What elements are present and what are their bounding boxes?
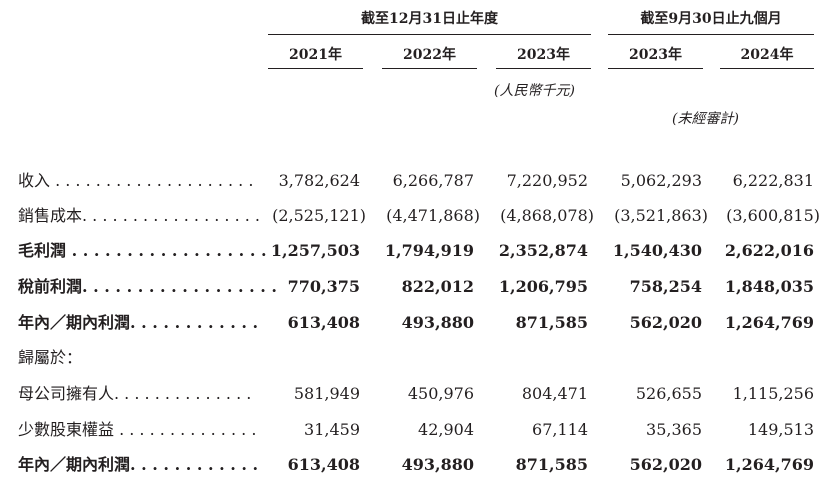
row-label: 銷售成本. . . . . . . . . . . . . . . . . .	[18, 206, 261, 225]
cell-value: 31,459	[304, 420, 360, 439]
cell-value: 1,540,430	[612, 241, 702, 260]
cell-value: 5,062,293	[620, 171, 702, 190]
cell-value: 562,020	[629, 455, 702, 474]
cell-value: 1,794,919	[384, 241, 474, 260]
cell-value: 493,880	[401, 455, 474, 474]
year-header-2023-nine-month: 2023年	[629, 47, 682, 63]
year-header-2022: 2022年	[403, 47, 456, 63]
year-rule-2022	[382, 68, 477, 69]
year-rule-2021	[268, 68, 363, 69]
year-header-2024-nine-month: 2024年	[740, 47, 794, 63]
row-label: 歸屬於：	[18, 348, 83, 367]
cell-value: 1,257,503	[270, 241, 360, 260]
currency-unit-note: (人民幣千元)	[494, 83, 575, 99]
row-revenue: 收入 . . . . . . . . . . . . . . . . . . .…	[0, 166, 830, 196]
cell-value: 871,585	[515, 313, 588, 332]
cell-value: 526,655	[635, 384, 702, 403]
row-label: 年內／期內利潤. . . . . . . . . . . .	[18, 455, 259, 474]
cell-value: (3,600,815)	[726, 206, 820, 225]
header-rule-nine-month	[608, 34, 814, 35]
year-rule-2023-nine-month	[608, 68, 703, 69]
cell-value: 1,264,769	[724, 313, 814, 332]
cell-value: 1,848,035	[724, 277, 814, 296]
year-rule-2024-nine-month	[720, 68, 814, 69]
year-header-2021: 2021年	[289, 47, 342, 63]
cell-value: 581,949	[293, 384, 360, 403]
cell-value: 35,365	[646, 420, 702, 439]
row-label: 母公司擁有人. . . . . . . . . . . . . .	[18, 384, 252, 403]
row-minority-interests: 少數股東權益 . . . . . . . . . . . . . . 31,45…	[0, 415, 830, 445]
row-owners-of-parent: 母公司擁有人. . . . . . . . . . . . . . 581,94…	[0, 379, 830, 409]
cell-value: 562,020	[629, 313, 702, 332]
cell-value: 758,254	[629, 277, 702, 296]
cell-value: 1,206,795	[498, 277, 588, 296]
cell-value: 2,352,874	[498, 241, 588, 260]
cell-value: 804,471	[521, 384, 588, 403]
row-label: 年內／期內利潤. . . . . . . . . . . .	[18, 313, 259, 332]
header-fiscal-year-group: 截至12月31日止年度	[361, 11, 498, 27]
cell-value: 67,114	[532, 420, 588, 439]
cell-value: 6,222,831	[732, 171, 814, 190]
row-label: 稅前利潤. . . . . . . . . . . . . . . . . .	[18, 277, 277, 296]
cell-value: 6,266,787	[392, 171, 474, 190]
cell-value: 613,408	[287, 455, 360, 474]
year-rule-2023	[496, 68, 591, 69]
row-label: 毛利潤 . . . . . . . . . . . . . . . . . .	[18, 241, 267, 260]
row-label: 收入 . . . . . . . . . . . . . . . . . . .…	[18, 171, 254, 190]
cell-value: 3,782,624	[278, 171, 360, 190]
cell-value: 493,880	[401, 313, 474, 332]
cell-value: 770,375	[287, 277, 360, 296]
cell-value: 822,012	[401, 277, 474, 296]
cell-value: 7,220,952	[506, 171, 588, 190]
cell-value: (4,471,868)	[386, 206, 480, 225]
row-gross-profit: 毛利潤 . . . . . . . . . . . . . . . . . . …	[0, 236, 830, 266]
row-profit-for-period: 年內／期內利潤. . . . . . . . . . . . 613,408 4…	[0, 308, 830, 338]
cell-value: 613,408	[287, 313, 360, 332]
unaudited-note: (未經審計)	[672, 111, 739, 127]
cell-value: (3,521,863)	[614, 206, 708, 225]
cell-value: 871,585	[515, 455, 588, 474]
row-attributable-to: 歸屬於：	[0, 343, 830, 373]
row-label: 少數股東權益 . . . . . . . . . . . . . .	[18, 420, 257, 439]
cell-value: 2,622,016	[724, 241, 814, 260]
cell-value: 149,513	[747, 420, 814, 439]
cell-value: (2,525,121)	[272, 206, 366, 225]
cell-value: 42,904	[418, 420, 474, 439]
cell-value: 1,264,769	[724, 455, 814, 474]
cell-value: 1,115,256	[732, 384, 814, 403]
cell-value: 450,976	[407, 384, 474, 403]
row-profit-for-period-total: 年內／期內利潤. . . . . . . . . . . . 613,408 4…	[0, 450, 830, 480]
cell-value: (4,868,078)	[500, 206, 594, 225]
header-rule-fiscal-year	[268, 34, 591, 35]
row-profit-before-tax: 稅前利潤. . . . . . . . . . . . . . . . . . …	[0, 272, 830, 302]
row-cost-of-sales: 銷售成本. . . . . . . . . . . . . . . . . . …	[0, 201, 830, 231]
year-header-2023: 2023年	[517, 47, 570, 63]
header-nine-month-group: 截至9月30日止九個月	[640, 11, 782, 27]
